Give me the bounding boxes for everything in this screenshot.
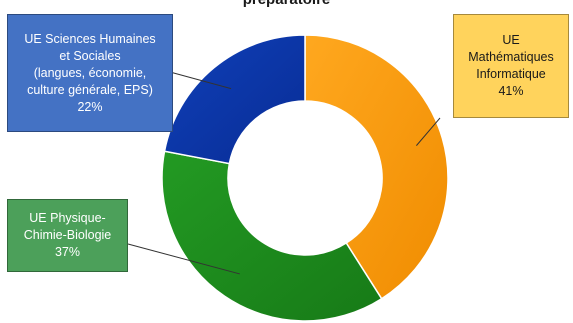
slice-label-sciences-humaines-text: UE Sciences Humaines et Sociales (langue… <box>24 31 156 114</box>
slice-label-physique-text: UE Physique- Chimie-Biologie 37% <box>23 211 112 259</box>
leader-line-2 <box>169 71 232 90</box>
slice-label-mathematiques-text: UE Mathématiques Informatique 41% <box>468 33 554 98</box>
slice-label-sciences-humaines: UE Sciences Humaines et Sociales (langue… <box>7 14 173 132</box>
slice-label-mathematiques: UE Mathématiques Informatique 41% <box>453 14 569 118</box>
leader-line-1 <box>127 243 240 275</box>
slice-0 <box>304 34 449 300</box>
leader-line-0 <box>416 117 441 146</box>
slice-2 <box>163 34 306 165</box>
slice-label-physique: UE Physique- Chimie-Biologie 37% <box>7 199 128 272</box>
chart-title: préparatoire <box>0 0 573 8</box>
slice-1 <box>161 150 383 322</box>
